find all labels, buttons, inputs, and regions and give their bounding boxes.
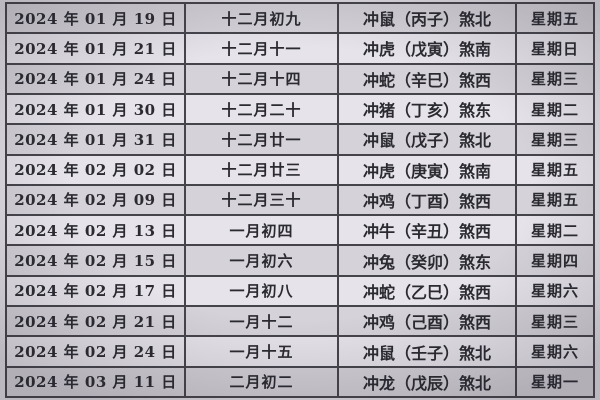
weekday-cell: 星期三 [517,307,593,336]
lunar-date-cell: 一月初八 [186,276,337,306]
clash-direction-cell: 冲龙（戊辰）煞北 [339,367,515,396]
weekday-cell: 星期四 [517,246,593,275]
date-cell: 2024 年 02 月 02 日 [7,155,184,184]
clash-direction-cell: 冲鸡（丁酉）煞西 [339,185,515,215]
date-cell: 2024 年 02 月 13 日 [7,216,184,245]
lunar-date-cell: 十二月初九 [186,4,337,33]
lunar-date-cell: 十二月廿三 [186,155,337,184]
clash-direction-cell: 冲鸡（己酉）煞西 [339,307,515,336]
lunar-date-cell: 一月十五 [186,337,337,366]
clash-direction-cell: 冲蛇（辛巳）煞西 [339,64,515,93]
date-cell: 2024 年 01 月 24 日 [7,64,184,93]
lunar-date-cell: 一月初六 [186,246,337,275]
lunar-date-cell: 十二月十四 [186,64,337,93]
weekday-cell: 星期五 [517,185,593,215]
weekday-cell: 星期六 [517,337,593,366]
clash-direction-cell: 冲鼠（壬子）煞北 [339,337,515,366]
date-cell: 2024 年 01 月 21 日 [7,34,184,63]
clash-direction-cell: 冲虎（戊寅）煞南 [339,34,515,63]
date-cell: 2024 年 01 月 19 日 [7,4,184,33]
lunar-date-cell: 二月初二 [186,367,337,396]
lunar-date-cell: 十二月二十 [186,94,337,124]
lunar-date-cell: 十二月三十 [186,185,337,215]
clash-direction-cell: 冲鼠（戊子）煞北 [339,125,515,154]
date-cell: 2024 年 03 月 11 日 [7,367,184,396]
weekday-cell: 星期三 [517,125,593,154]
clash-direction-cell: 冲蛇（乙巳）煞西 [339,276,515,306]
lunar-date-cell: 一月十二 [186,307,337,336]
date-cell: 2024 年 02 月 24 日 [7,337,184,366]
date-cell: 2024 年 02 月 09 日 [7,185,184,215]
clash-direction-cell: 冲鼠（丙子）煞北 [339,4,515,33]
weekday-cell: 星期日 [517,34,593,63]
weekday-cell: 星期三 [517,64,593,93]
weekday-cell: 星期一 [517,367,593,396]
lunar-calendar-table: 2024 年 01 月 19 日 十二月初九 冲鼠（丙子）煞北 星期五 2024… [5,2,595,398]
clash-direction-cell: 冲猪（丁亥）煞东 [339,94,515,124]
date-cell: 2024 年 02 月 15 日 [7,246,184,275]
date-cell: 2024 年 01 月 31 日 [7,125,184,154]
clash-direction-cell: 冲牛（辛丑）煞西 [339,216,515,245]
lunar-date-cell: 一月初四 [186,216,337,245]
clash-direction-cell: 冲兔（癸卯）煞东 [339,246,515,275]
weekday-cell: 星期二 [517,216,593,245]
weekday-cell: 星期五 [517,4,593,33]
weekday-cell: 星期五 [517,155,593,184]
clash-direction-cell: 冲虎（庚寅）煞南 [339,155,515,184]
lunar-date-cell: 十二月廿一 [186,125,337,154]
date-cell: 2024 年 02 月 17 日 [7,276,184,306]
weekday-cell: 星期二 [517,94,593,124]
weekday-cell: 星期六 [517,276,593,306]
date-cell: 2024 年 02 月 21 日 [7,307,184,336]
date-cell: 2024 年 01 月 30 日 [7,94,184,124]
lunar-date-cell: 十二月十一 [186,34,337,63]
